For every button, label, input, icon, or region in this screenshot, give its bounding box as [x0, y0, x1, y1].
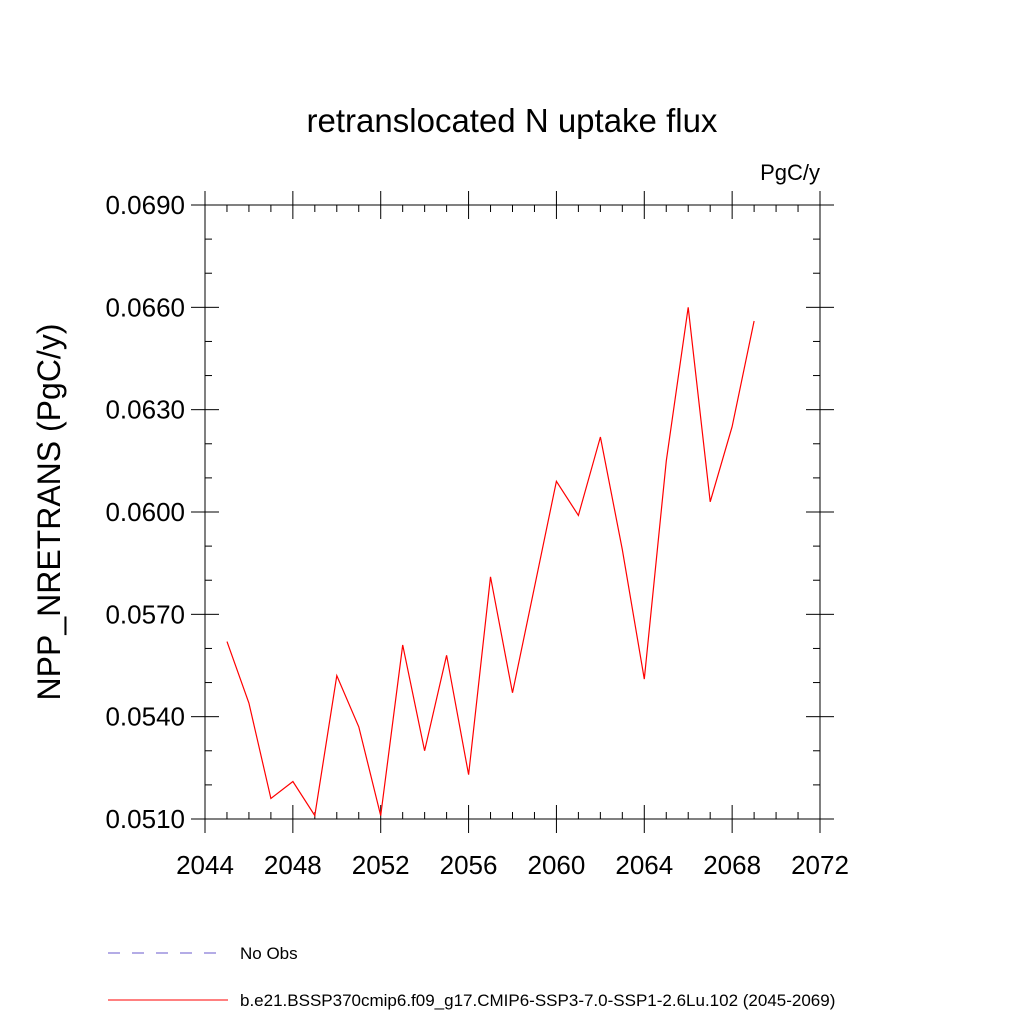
x-tick-label: 2056 — [440, 850, 498, 880]
y-tick-label: 0.0540 — [105, 702, 185, 732]
y-tick-label: 0.0660 — [105, 292, 185, 322]
series-line-1 — [226, 307, 755, 818]
series-layer — [226, 307, 755, 818]
x-tick-label: 2072 — [791, 850, 849, 880]
y-tick-label: 0.0600 — [105, 497, 185, 527]
y-tick-label: 0.0510 — [105, 804, 185, 834]
plot-area: 2044 2048 2052 2056 2060 2064 2068 2072 0.05100… — [105, 190, 848, 880]
x-tick-label: 2068 — [703, 850, 761, 880]
legend-label-no-obs: No Obs — [240, 944, 298, 963]
chart-title: retranslocated N uptake flux — [307, 102, 718, 139]
legend-item-no-obs: No Obs — [108, 944, 298, 963]
y-axis-label: NPP_NRETRANS (PgC/y) — [31, 324, 67, 701]
plot-frame — [204, 204, 821, 820]
x-tick-label: 2044 — [176, 850, 234, 880]
legend: No Obs b.e21.BSSP370cmip6.f09_g17.CMIP6-… — [108, 944, 835, 1010]
x-tick-label: 2048 — [264, 850, 322, 880]
x-axis: 2044 2048 2052 2056 2060 2064 2068 2072 — [176, 191, 849, 880]
legend-item-model-run: b.e21.BSSP370cmip6.f09_g17.CMIP6-SSP3-7.… — [108, 991, 835, 1010]
y-tick-label: 0.0630 — [105, 395, 185, 425]
units-label: PgC/y — [760, 160, 820, 185]
x-tick-label: 2064 — [615, 850, 673, 880]
x-tick-label: 2060 — [528, 850, 586, 880]
y-tick-label: 0.0570 — [105, 599, 185, 629]
y-tick-label: 0.0690 — [105, 190, 185, 220]
y-axis: 0.0510 0.0540 0.0570 0.0600 0.0630 0.0660 0.06… — [105, 190, 834, 834]
x-tick-label: 2052 — [352, 850, 410, 880]
legend-label-model-run: b.e21.BSSP370cmip6.f09_g17.CMIP6-SSP3-7.… — [240, 991, 835, 1010]
